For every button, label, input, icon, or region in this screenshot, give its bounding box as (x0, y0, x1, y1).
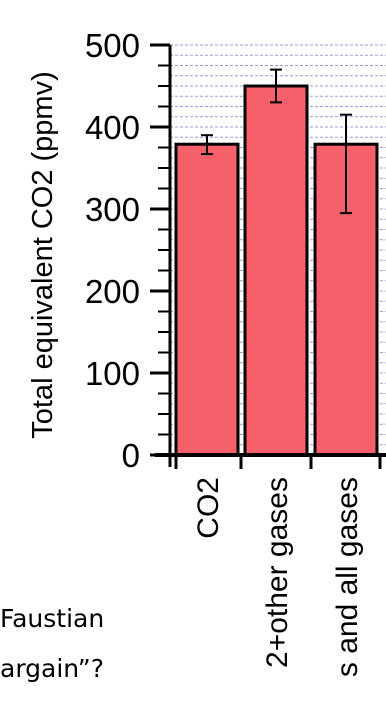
y-tick-label: 200 (85, 273, 140, 310)
caption-line-2: argain”? (0, 654, 104, 683)
y-tick-label: 400 (85, 109, 140, 146)
y-axis-label: Total equivalent CO2 (ppmv) (27, 71, 59, 439)
bar (174, 142, 240, 457)
x-tick-labels: CO2 2+other gases s and all gases (192, 477, 364, 677)
x-category-label: CO2 (192, 477, 225, 539)
y-tick-label: 100 (85, 355, 140, 392)
caption-line-1: Faustian (0, 604, 105, 633)
y-tick-labels: 0 100 200 300 400 500 (85, 27, 140, 474)
bar (243, 84, 309, 457)
y-tick-label: 300 (85, 191, 140, 228)
y-tick-label: 0 (122, 437, 140, 474)
error-bars-group (201, 68, 352, 215)
x-category-label: s and all gases (331, 477, 364, 677)
x-category-label: 2+other gases (261, 477, 294, 668)
axes-group (150, 43, 386, 469)
y-tick-label: 500 (85, 27, 140, 64)
